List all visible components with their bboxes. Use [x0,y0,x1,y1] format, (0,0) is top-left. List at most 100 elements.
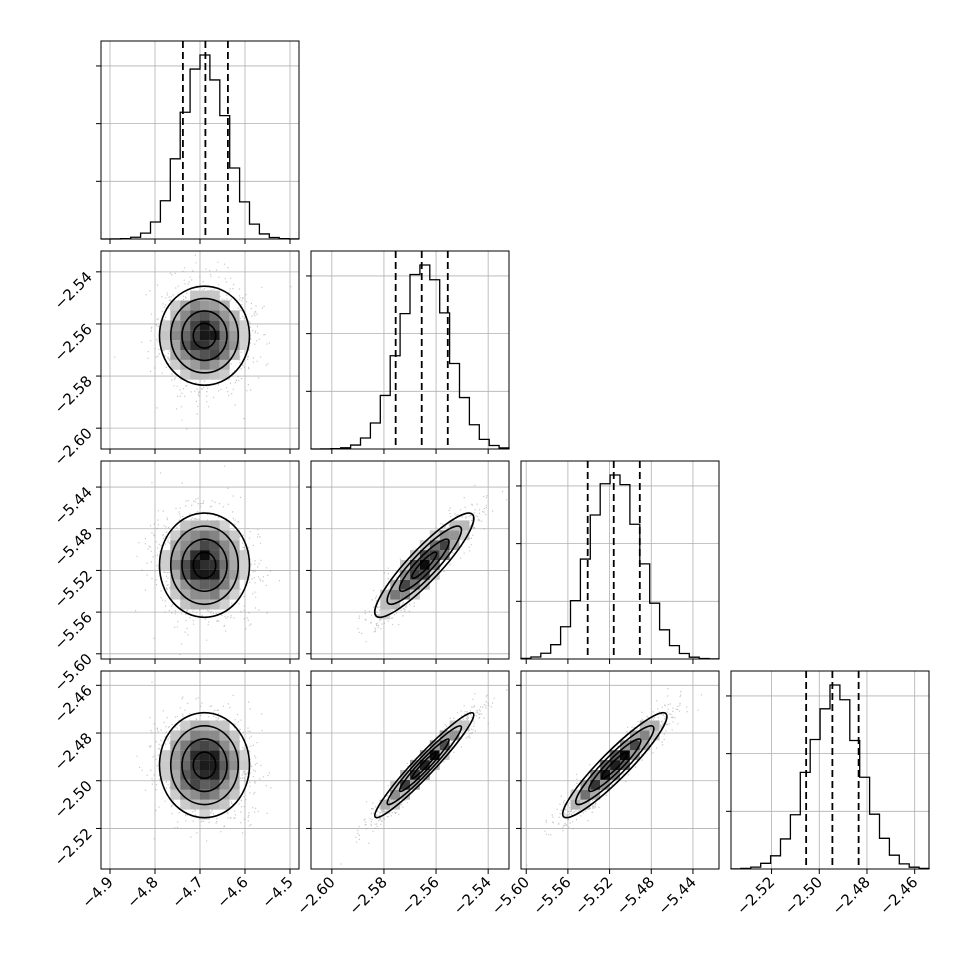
density-cell [380,589,391,600]
density-cell [239,560,250,570]
density-cell [170,300,181,311]
density-cell [180,340,191,350]
density-cell [209,369,220,380]
density-cell [200,589,210,600]
density-cell [239,550,250,560]
density-cell [429,550,440,560]
density-cell [209,740,220,751]
density-cell [190,550,200,560]
density-cell [439,530,450,541]
density-cell [209,730,220,741]
density-cell [229,350,240,360]
density-cell [449,530,460,541]
panel-3-3: −2.52 −2.50 −2.48 −2.46 [726,670,930,918]
contour-level [386,525,463,606]
density-cell [190,770,200,780]
x-tick-label: −2.48 [829,873,874,918]
density-cell [209,359,220,370]
contour-level [411,751,438,780]
x-tick-label: −4.6 [213,873,251,911]
panel-frame [520,460,720,660]
density-cell [229,550,240,560]
density-cell [439,740,450,751]
density-cell [429,530,440,541]
density-cell [209,330,220,341]
density-cell [160,750,171,761]
density-cell [200,320,210,331]
contour-level [374,512,475,619]
contour-level [411,551,438,580]
density-cell [570,799,581,810]
density-cell [180,369,191,380]
density-cell [190,579,200,590]
density-cell [180,560,191,570]
density-cell [649,730,660,741]
contour-level [398,738,450,793]
density-cell [170,550,181,560]
density-cell [209,310,220,321]
density-cell [219,589,230,600]
contour-level [561,711,668,819]
density-cell [419,560,430,570]
density-cell [200,300,210,311]
density-cell [570,789,581,800]
density-cell [170,589,181,600]
density-cell [200,770,210,780]
density-cell [429,740,440,751]
density-cell [200,540,210,551]
density-cell [209,720,220,731]
density-cell [580,779,591,790]
density-cell [380,609,391,620]
density-cell [200,569,210,580]
density-cell [449,520,460,531]
x-tick-label: −2.54 [450,873,495,918]
panel-frame [310,460,510,660]
contour-level [158,285,251,387]
contour-level [181,538,228,593]
density-cell [170,569,181,580]
contour-level [169,297,240,374]
density-cell [160,760,171,770]
density-cell [200,310,210,321]
density-cell [190,369,200,380]
density-cell [620,750,630,761]
density-cell [590,789,601,800]
density-cell [190,350,200,360]
density-cell [170,750,181,761]
density-cell [200,789,210,800]
density-cell [219,350,230,360]
density-cell [200,350,210,360]
density-cell [229,589,240,600]
density-cell [200,530,210,541]
density-cell [160,560,171,570]
density-cell [219,579,230,590]
density-cell [419,760,430,770]
y-tick-label: −5.44 [51,483,96,528]
density-cell [410,569,420,580]
density-cell [219,599,230,610]
density-cell [239,320,250,331]
density-cell [180,550,191,560]
density-cell [190,779,200,790]
contour-level [158,512,251,619]
density-cell [449,720,460,731]
panel-1-1 [306,250,510,454]
density-cell [219,369,230,380]
density-cell [180,789,191,800]
density-cell [229,540,240,551]
contour-level [169,725,240,806]
density-cell [390,589,401,600]
contour-level [158,711,251,819]
density-cell [380,799,391,810]
density-cell [219,540,230,551]
density-cell [180,740,191,751]
contour-level [181,738,228,793]
panel-frame [310,670,510,870]
density-cell [180,750,191,761]
density-cell [410,770,420,780]
density-cell [180,779,191,790]
x-tick-label: −2.58 [346,873,391,918]
density-cell [209,520,220,531]
x-tick-label: −5.52 [571,873,616,918]
